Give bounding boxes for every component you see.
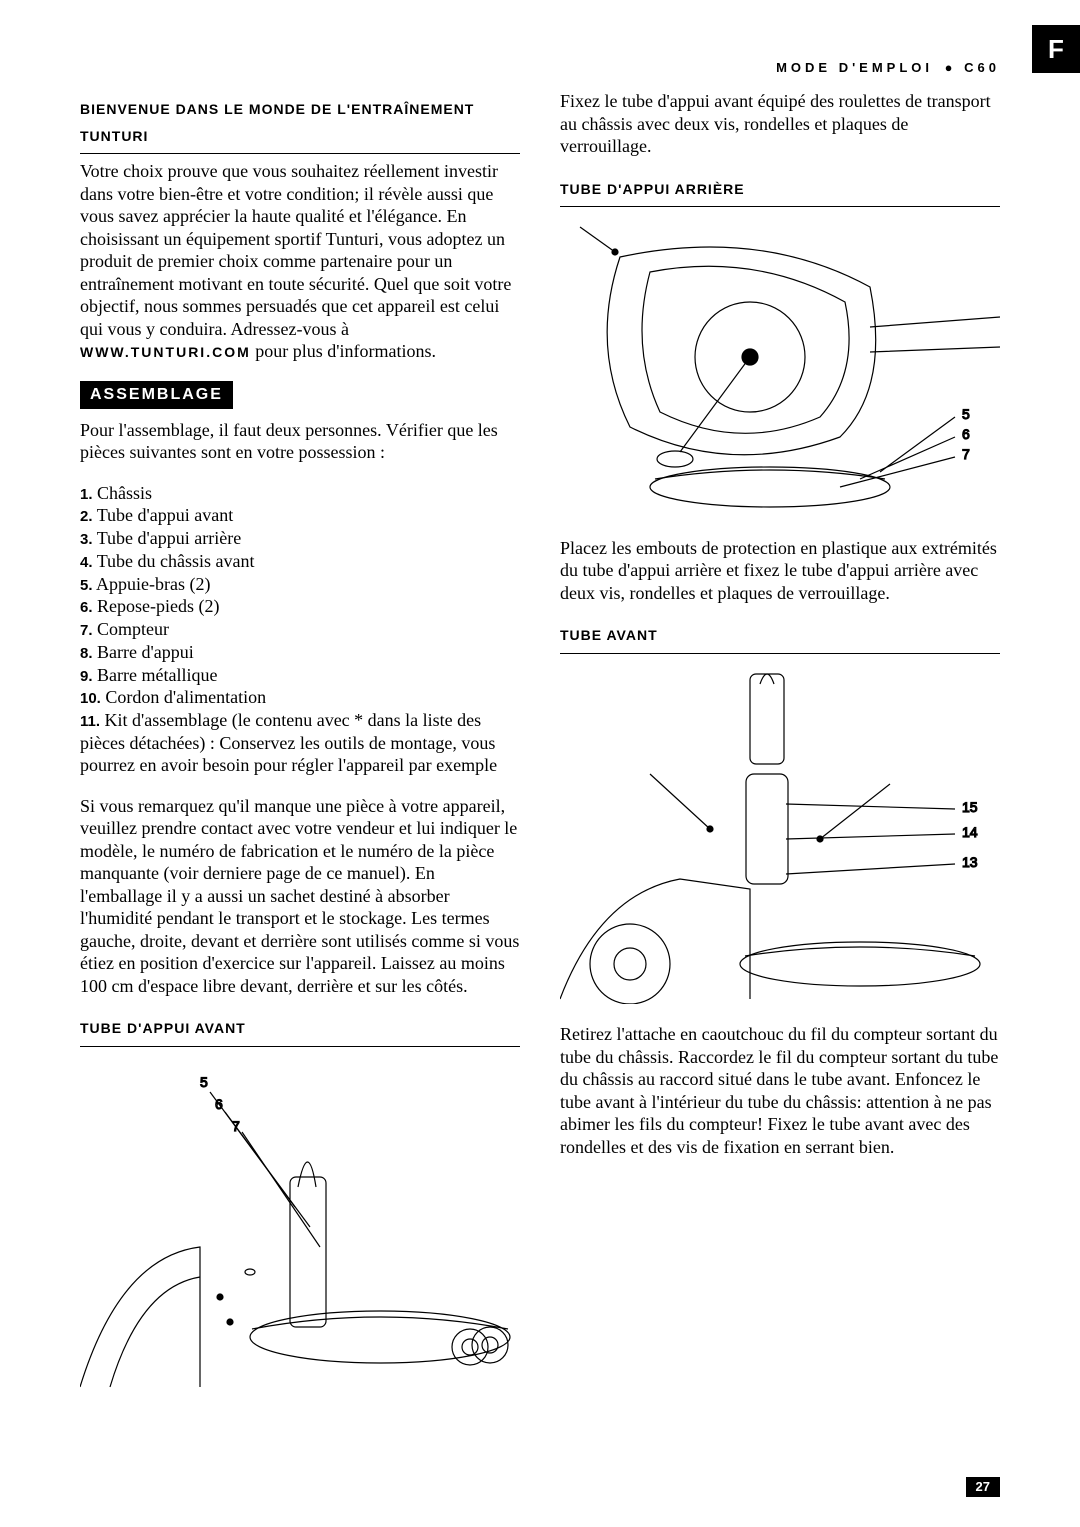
part-num: 7.: [80, 622, 93, 639]
part-num: 11.: [80, 713, 100, 730]
front-support-tube-diagram: 5 6 7: [80, 1057, 520, 1397]
part-num: 2.: [80, 508, 93, 525]
part-num: 5.: [80, 577, 93, 594]
page-number: 27: [966, 1477, 1000, 1497]
diagram-label: 7: [232, 1118, 240, 1134]
part-text: Barre métallique: [93, 665, 218, 685]
rear-support-tube-diagram: 5 6 7: [560, 217, 1000, 517]
list-item: 10. Cordon d'alimentation: [80, 686, 520, 709]
part-text: Barre d'appui: [93, 642, 194, 662]
diagram-label: 5: [962, 406, 970, 422]
list-item: 6. Repose-pieds (2): [80, 595, 520, 618]
diagram-label: 7: [962, 446, 970, 462]
parts-list: 1. Châssis 2. Tube d'appui avant 3. Tube…: [80, 482, 520, 777]
part-text: Compteur: [93, 619, 170, 639]
diagram-label: 15: [962, 799, 978, 815]
diagram-label: 6: [962, 426, 970, 442]
content-columns: BIENVENUE DANS LE MONDE DE L'ENTRAÎNEMEN…: [80, 90, 1000, 1417]
header-bullet: ●: [941, 60, 957, 75]
front-post-title: TUBE AVANT: [560, 622, 1000, 654]
front-tube-paragraph: Fixez le tube d'appui avant équipé des r…: [560, 90, 1000, 158]
rear-tube-title: TUBE D'APPUI ARRIÈRE: [560, 176, 1000, 208]
welcome-url: WWW.TUNTURI.COM: [80, 344, 251, 360]
missing-paragraph: Si vous remarquez qu'il manque une pièce…: [80, 795, 520, 998]
front-post-diagram: 15 14 13: [560, 664, 1000, 1004]
part-num: 9.: [80, 668, 93, 685]
list-item: 8. Barre d'appui: [80, 641, 520, 664]
list-item: 2. Tube d'appui avant: [80, 504, 520, 527]
assembly-heading: ASSEMBLAGE: [80, 381, 233, 409]
front-post-paragraph: Retirez l'attache en caoutchouc du fil d…: [560, 1023, 1000, 1158]
header-line: MODE D'EMPLOI ● C60: [776, 60, 1000, 76]
part-text: Châssis: [93, 483, 153, 503]
list-item: 7. Compteur: [80, 618, 520, 641]
part-text: Tube d'appui arrière: [93, 528, 242, 548]
list-item: 3. Tube d'appui arrière: [80, 527, 520, 550]
part-text: Appuie-bras (2): [93, 574, 211, 594]
part-text: Tube du châssis avant: [93, 551, 255, 571]
part-text: Kit d'assemblage (le contenu avec * dans…: [80, 710, 497, 775]
list-item: 11. Kit d'assemblage (le contenu avec * …: [80, 709, 520, 777]
rear-tube-paragraph: Placez les embouts de protection en plas…: [560, 537, 1000, 605]
diagram-label: 6: [215, 1096, 223, 1112]
left-column: BIENVENUE DANS LE MONDE DE L'ENTRAÎNEMEN…: [80, 90, 520, 1417]
list-item: 4. Tube du châssis avant: [80, 550, 520, 573]
part-num: 6.: [80, 599, 93, 616]
list-item: 5. Appuie-bras (2): [80, 573, 520, 596]
part-num: 10.: [80, 690, 101, 707]
front-tube-title: TUBE D'APPUI AVANT: [80, 1015, 520, 1047]
list-item: 1. Châssis: [80, 482, 520, 505]
language-tab: F: [1032, 25, 1080, 73]
part-text: Cordon d'alimentation: [101, 687, 266, 707]
part-num: 4.: [80, 554, 93, 571]
welcome-paragraph: Votre choix prouve que vous souhaitez ré…: [80, 160, 520, 363]
header-left: MODE D'EMPLOI: [776, 60, 933, 75]
diagram-label: 13: [962, 854, 978, 870]
part-text: Tube d'appui avant: [93, 505, 234, 525]
part-text: Repose-pieds (2): [93, 596, 220, 616]
part-num: 3.: [80, 531, 93, 548]
part-num: 1.: [80, 486, 93, 503]
welcome-body-a: Votre choix prouve que vous souhaitez ré…: [80, 161, 511, 339]
list-item: 9. Barre métallique: [80, 664, 520, 687]
welcome-body-b: pour plus d'informations.: [251, 341, 436, 361]
welcome-title: BIENVENUE DANS LE MONDE DE L'ENTRAÎNEMEN…: [80, 96, 520, 154]
assembly-intro: Pour l'assemblage, il faut deux personne…: [80, 419, 520, 464]
part-num: 8.: [80, 645, 93, 662]
diagram-label: 5: [200, 1074, 208, 1090]
right-column: Fixez le tube d'appui avant équipé des r…: [560, 90, 1000, 1417]
header-right: C60: [964, 60, 1000, 75]
diagram-label: 14: [962, 824, 978, 840]
